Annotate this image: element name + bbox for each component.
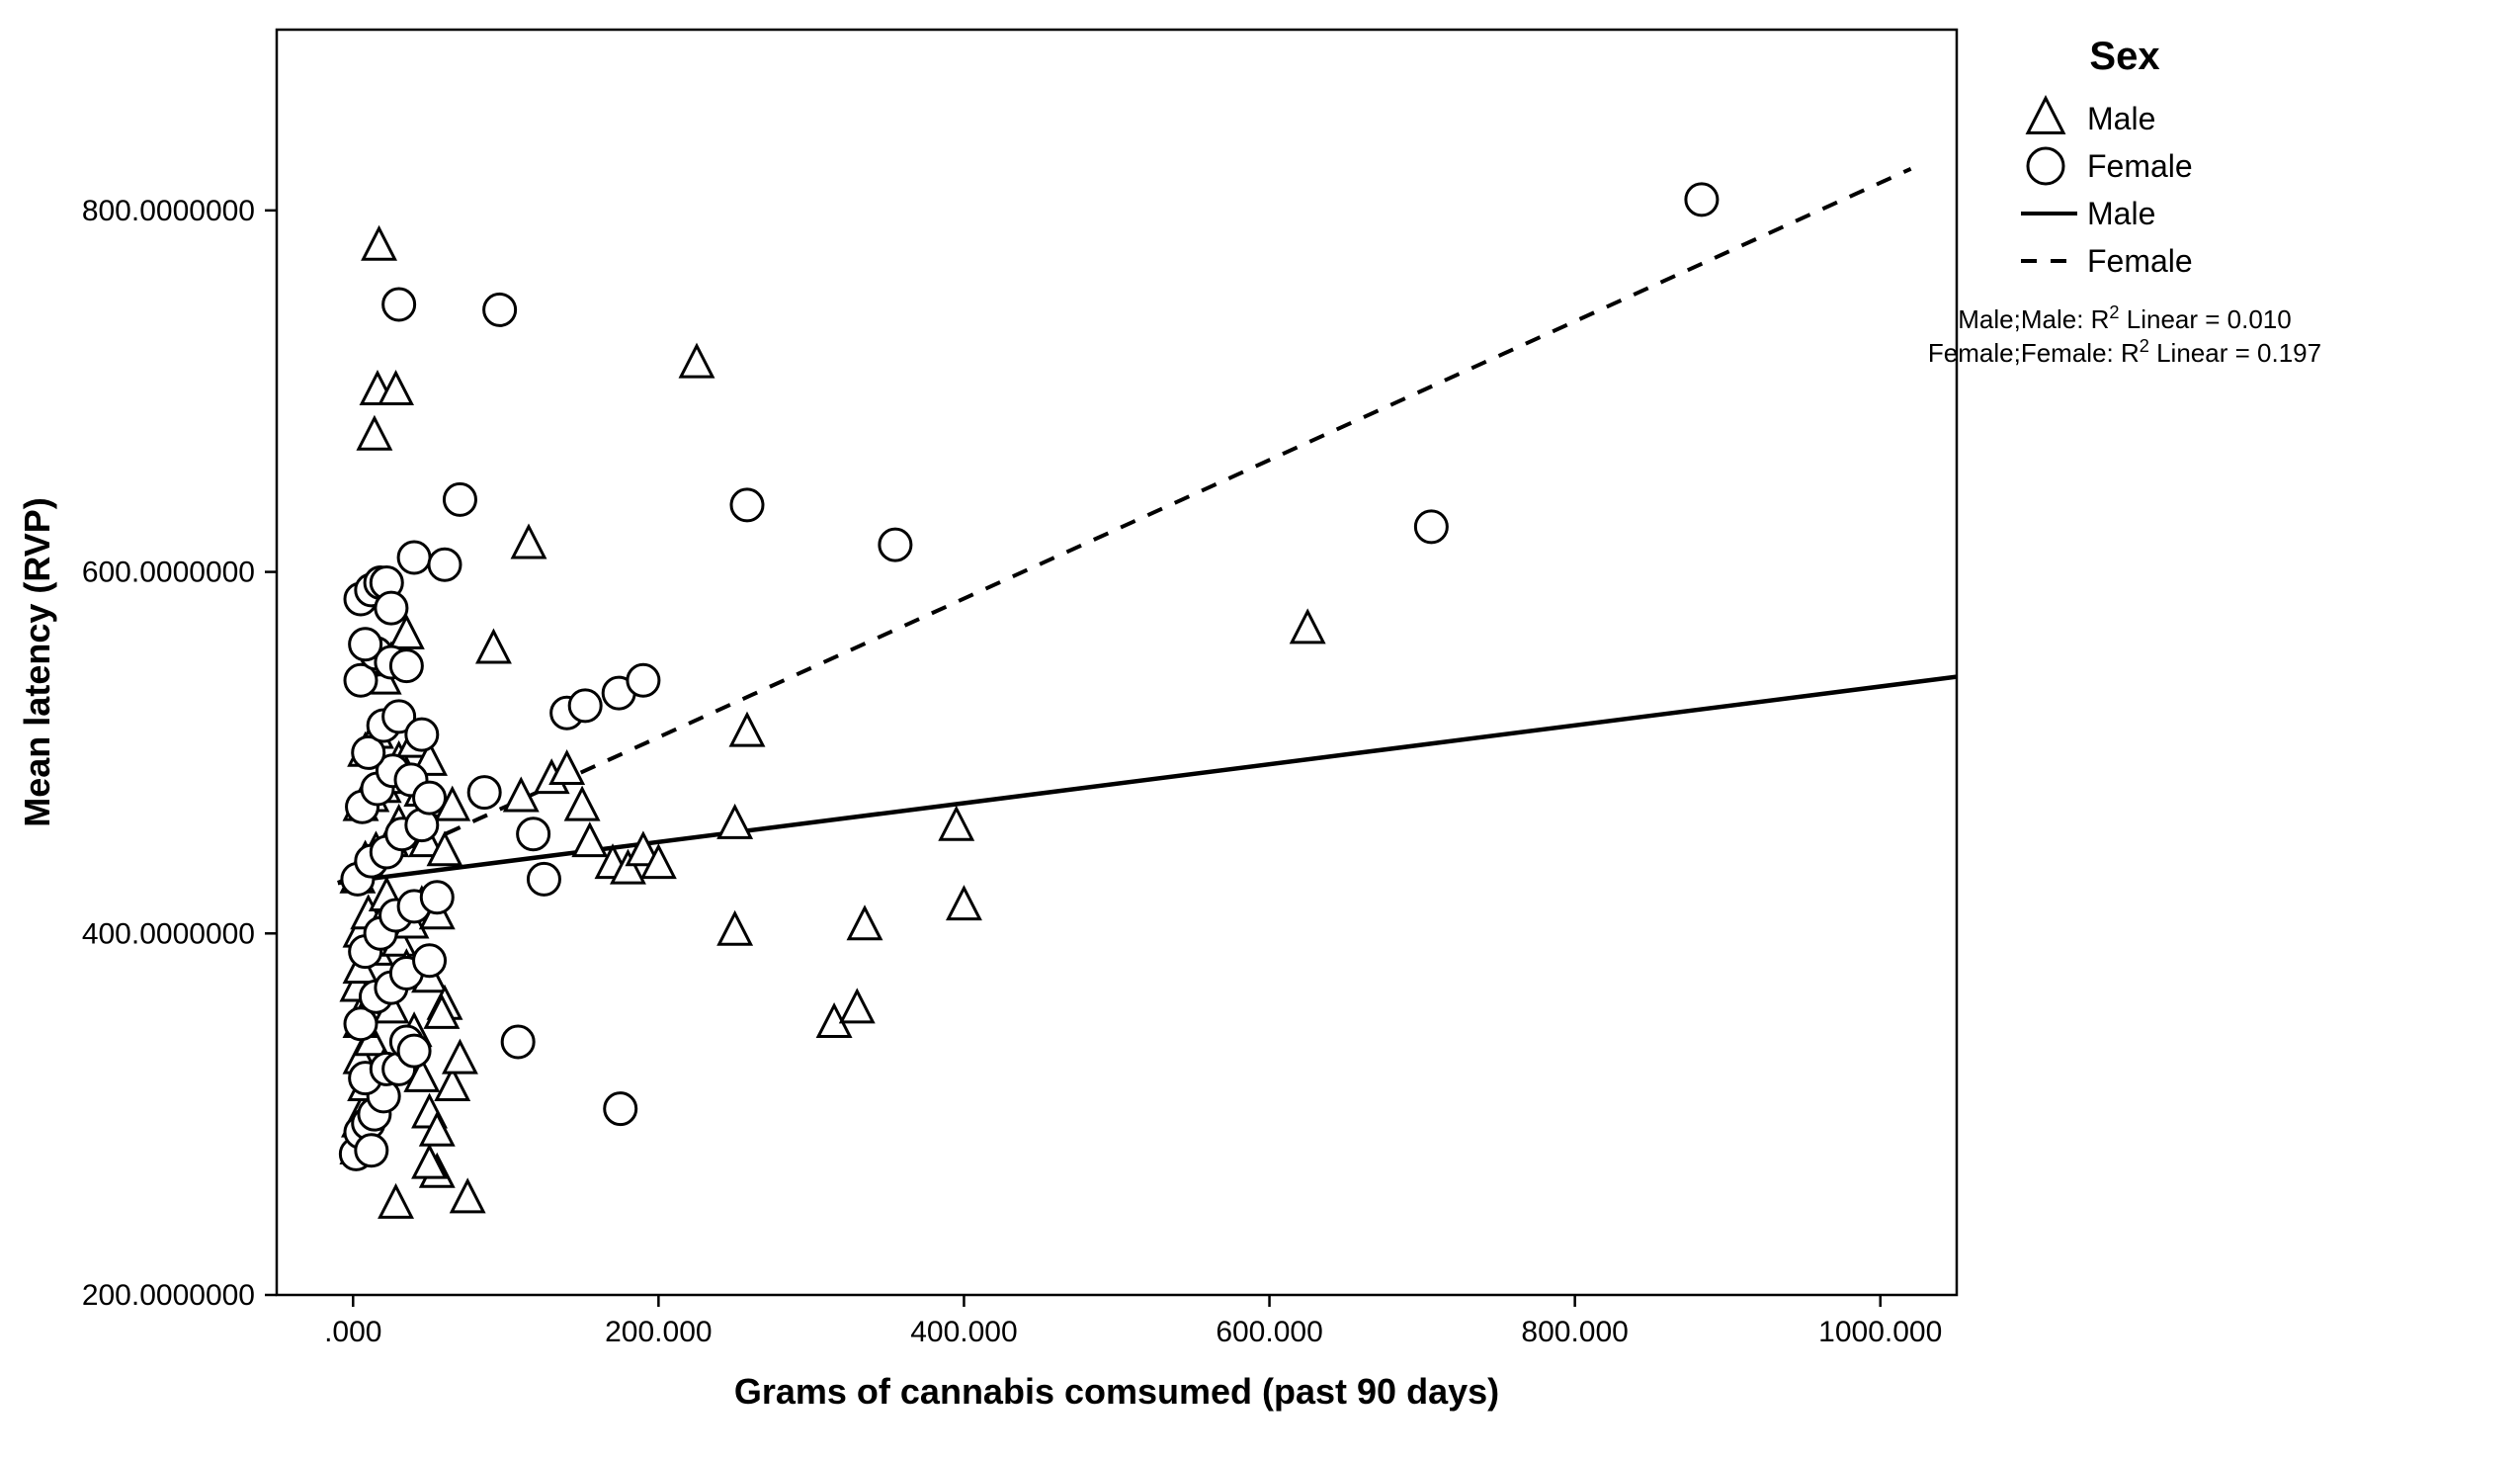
legend-stats-text: Female;Female: R2 Linear = 0.197 [1928,336,2321,368]
x-axis-title: Grams of cannabis comsumed (past 90 days… [734,1371,1499,1412]
female-point [502,1026,534,1058]
legend-item-label: Female [2087,243,2193,279]
female-point [406,719,438,750]
x-tick-label: 1000.000 [1818,1316,1942,1348]
y-tick-label: 400.0000000 [82,917,255,950]
female-point [350,629,381,660]
legend-title: Sex [2089,35,2159,78]
legend-item-label: Male [2087,196,2155,231]
y-axis-title: Mean latency (RVP) [17,497,57,826]
legend-stats-text: Male;Male: R2 Linear = 0.010 [1958,302,2291,334]
female-point [356,1135,387,1166]
female-point [731,489,763,521]
female-point [518,818,549,850]
female-point [414,782,446,814]
female-point [528,863,559,895]
female-point [376,592,407,624]
female-point [398,542,430,573]
female-point [390,650,422,682]
legend-circle-icon [2028,148,2063,184]
y-tick-label: 600.0000000 [82,557,255,589]
legend-item-label: Male [2087,101,2155,136]
y-tick-label: 800.0000000 [82,195,255,227]
female-point [605,1093,636,1125]
legend-item-label: Female [2087,148,2193,184]
female-point [421,882,453,913]
female-point [880,529,911,560]
female-point [468,777,500,809]
x-tick-label: 400.000 [910,1316,1017,1348]
chart-container: .000 200.000 400.000 600.000 800.000 1000.000… [0,0,2520,1462]
female-point [628,664,659,696]
scatter-chart: .000 200.000 400.000 600.000 800.000 1000.000… [0,0,2520,1462]
x-tick-label: 600.000 [1216,1316,1322,1348]
female-point [1415,511,1447,543]
x-tick-label: .000 [324,1316,381,1348]
female-point [398,1035,430,1067]
female-point [444,483,475,515]
female-point [414,945,446,977]
x-tick-label: 800.000 [1521,1316,1628,1348]
x-tick-label: 200.000 [605,1316,712,1348]
y-tick-label: 200.0000000 [82,1279,255,1312]
female-point [484,294,516,325]
female-point [429,549,461,580]
female-point [569,690,601,722]
female-point [383,289,415,320]
female-point [1686,184,1718,215]
